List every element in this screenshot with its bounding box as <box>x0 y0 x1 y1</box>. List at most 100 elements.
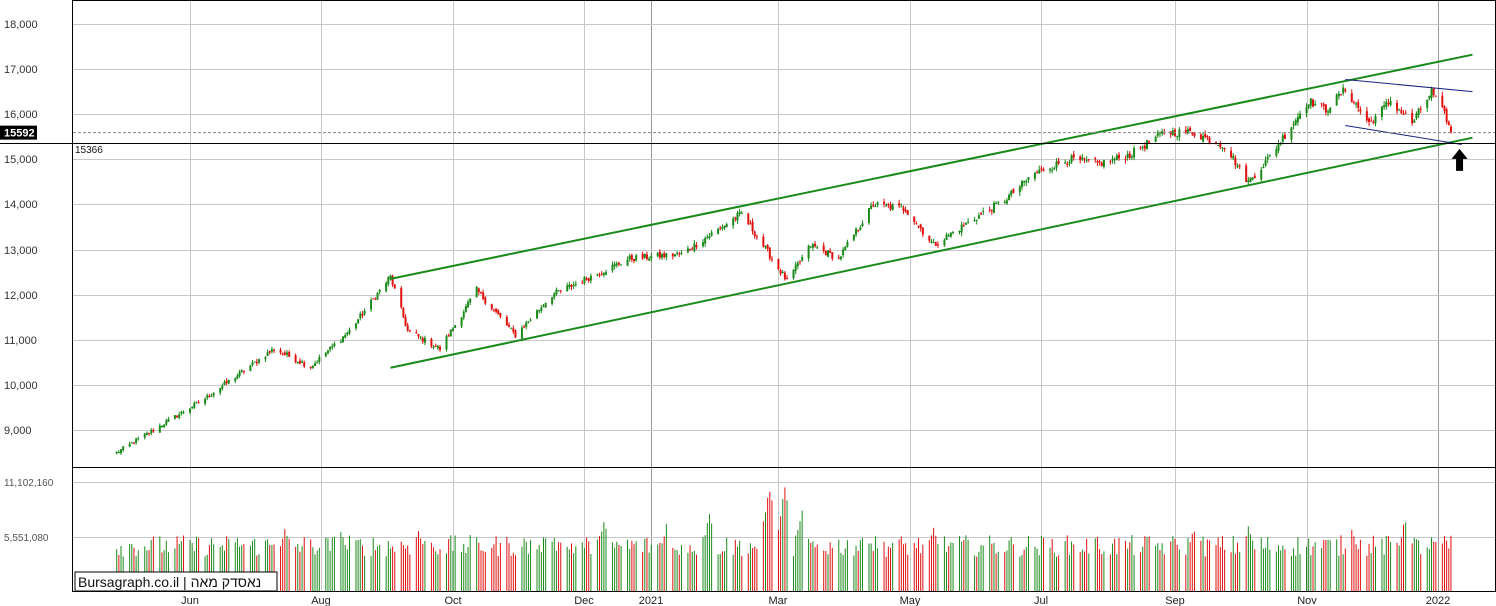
candle-body <box>678 253 681 255</box>
candle-body <box>1396 102 1399 111</box>
candle-body <box>583 277 586 284</box>
x-tick-label: Dec <box>574 595 594 606</box>
candle-body <box>167 418 170 422</box>
candle-body <box>525 322 528 327</box>
candle-body <box>801 256 804 261</box>
x-tick-label: Nov <box>1297 595 1317 606</box>
candle-body <box>1139 147 1142 149</box>
candle-body <box>165 420 168 425</box>
candle-body <box>400 287 403 308</box>
candle-body <box>160 426 163 428</box>
candle-body <box>719 227 722 229</box>
candle-body <box>936 244 939 246</box>
candle-body <box>906 210 909 215</box>
candle-body <box>303 362 306 367</box>
candle-body <box>1368 118 1371 122</box>
candle-body <box>904 209 907 212</box>
candle-body <box>137 438 140 440</box>
candle-body <box>872 205 875 207</box>
candle-body <box>210 395 213 397</box>
candle-body <box>415 332 418 334</box>
candle-body <box>434 345 437 347</box>
candle-body <box>1383 105 1386 108</box>
candle-body <box>891 204 894 211</box>
volume-tick-label: 5,551,080 <box>4 533 49 544</box>
x-tick-label: Aug <box>311 595 331 606</box>
candle-body <box>357 319 360 324</box>
candle-body <box>1083 158 1086 160</box>
candle-body <box>1398 109 1401 111</box>
candle-body <box>223 381 226 386</box>
candle-body <box>658 251 661 258</box>
candle-body <box>479 292 482 294</box>
candle-body <box>1359 109 1362 112</box>
candle-body <box>1010 190 1013 196</box>
candle-body <box>947 235 950 237</box>
candle-body <box>962 225 965 227</box>
candle-body <box>600 273 603 275</box>
candle-body <box>1411 112 1414 124</box>
candle-body <box>1430 88 1433 98</box>
candle-body <box>1337 93 1340 97</box>
candle-body <box>447 335 450 337</box>
candle-body <box>1445 109 1448 122</box>
candle-body <box>1143 145 1146 149</box>
candle-body <box>1094 158 1097 160</box>
candle-body <box>723 225 726 229</box>
candle-body <box>529 319 532 321</box>
candle-body <box>814 243 817 247</box>
candle-body <box>329 346 332 350</box>
candle-body <box>1072 154 1075 158</box>
candle-body <box>645 254 648 259</box>
candle-body <box>1340 94 1343 96</box>
candle-body <box>1232 156 1235 159</box>
candle-body <box>798 261 801 263</box>
candle-body <box>689 249 692 251</box>
candle-body <box>193 402 196 408</box>
y-tick-label: 16,000 <box>4 109 38 121</box>
candle-body <box>1262 166 1265 169</box>
candle-body <box>633 259 636 262</box>
candle-body <box>132 442 135 444</box>
candle-body <box>387 277 390 285</box>
candle-body <box>842 249 845 256</box>
candle-body <box>596 274 599 276</box>
candle-body <box>1003 201 1006 203</box>
candle-body <box>1415 113 1418 119</box>
candle-body <box>378 289 381 292</box>
candle-body <box>1417 108 1420 116</box>
candle-body <box>301 361 304 363</box>
candle-body <box>557 290 560 292</box>
candle-body <box>143 433 146 438</box>
candle-body <box>1128 153 1131 158</box>
candle-body <box>1079 156 1082 161</box>
y-tick-label: 18,000 <box>4 19 38 31</box>
candle-body <box>1443 106 1446 111</box>
candle-body <box>628 255 631 260</box>
x-tick-label: 2021 <box>639 595 663 606</box>
candle-body <box>883 201 886 204</box>
candle-body <box>1230 150 1233 158</box>
candle-body <box>885 204 888 206</box>
trend-line-channel-bottom <box>390 136 1473 369</box>
candle-body <box>553 293 556 298</box>
candle-body <box>1447 121 1450 125</box>
candle-body <box>1040 168 1043 170</box>
candle-body <box>626 259 629 266</box>
candle-body <box>764 245 767 248</box>
candle-body <box>1277 144 1280 151</box>
candle-body <box>568 284 571 288</box>
candle-body <box>374 298 377 300</box>
x-tick-label: Oct <box>444 595 461 606</box>
candle-body <box>740 212 743 214</box>
candle-body <box>837 257 840 259</box>
candle-body <box>717 228 720 234</box>
candle-body <box>980 213 983 215</box>
candle-body <box>512 328 515 332</box>
candle-body <box>505 317 508 326</box>
candle-body <box>1199 134 1202 140</box>
candle-body <box>1158 132 1161 134</box>
candle-body <box>1426 99 1429 108</box>
candle-body <box>831 252 834 259</box>
candle-body <box>1234 157 1237 166</box>
